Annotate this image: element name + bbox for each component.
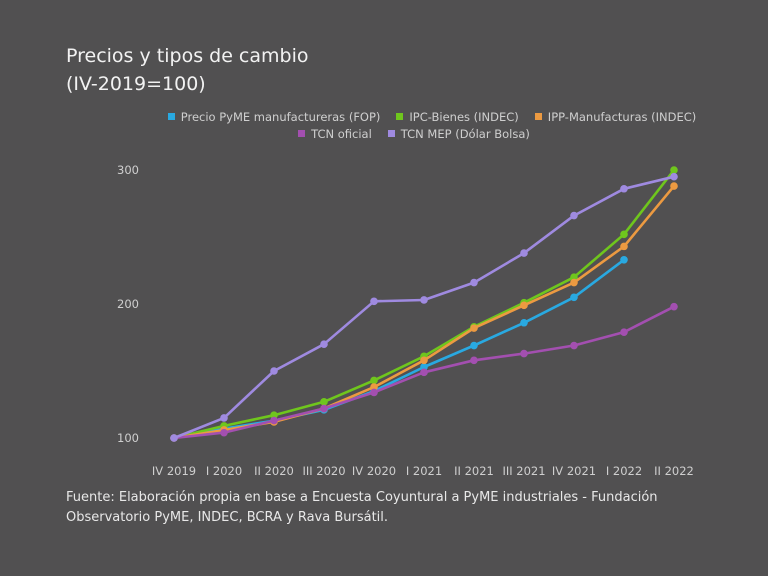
data-point-ipp-manufacturas-indec [620, 242, 628, 251]
data-point-tcn-mep-do-lar-bolsa [570, 211, 578, 220]
data-point-ipc-bienes-indec [320, 398, 328, 406]
legend: Precio PyME manufactureras (FOP) IPC-Bie… [0, 108, 768, 142]
data-point-tcn-mep-do-lar-bolsa [320, 340, 328, 349]
legend-item-ipp-manufacturas: IPP-Manufacturas (INDEC) [534, 109, 697, 124]
data-point-precio-pyme-manufactureras-fop [520, 318, 528, 327]
data-point-precio-pyme-manufactureras-fop [420, 363, 428, 371]
data-point-tcn-mep-do-lar-bolsa [520, 249, 528, 257]
data-point-tcn-mep-do-lar-bolsa [470, 278, 478, 287]
x-tick-label: I 2021 [406, 464, 442, 478]
data-point-ipc-bienes-indec [620, 230, 628, 239]
data-point-tcn-oficial [420, 368, 428, 377]
legend-item-tcn-oficial: TCN oficial [298, 127, 372, 141]
data-point-tcn-mep-do-lar-bolsa [670, 172, 678, 181]
x-tick-label: I 2022 [606, 464, 642, 478]
legend-label-precio-pyme: Precio PyME manufactureras (FOP) [180, 109, 381, 124]
legend-item-precio-pyme: Precio PyME manufactureras (FOP) [167, 109, 381, 124]
series-line-ipp-manufacturas-indec [173, 185, 676, 440]
data-point-ipp-manufacturas-indec [420, 356, 428, 365]
data-point-tcn-oficial [220, 428, 228, 437]
x-tick-label: III 2020 [302, 464, 345, 478]
y-tick-label: 200 [117, 297, 139, 311]
x-tick-label: III 2021 [502, 464, 545, 478]
legend-item-ipc-bienes: IPC-Bienes (INDEC) [396, 109, 519, 124]
legend-row-2: TCN oficial TCN MEP (Dólar Bolsa) [0, 125, 768, 142]
data-point-ipp-manufacturas-indec [370, 383, 378, 391]
data-point-ipp-manufacturas-indec [520, 301, 528, 310]
data-point-tcn-mep-do-lar-bolsa [170, 434, 178, 442]
chart-title: Precios y tipos de cambio (IV-2019=100) [66, 42, 308, 98]
legend-swatch-ipp-manufacturas [534, 113, 542, 120]
y-tick-label: 100 [117, 431, 139, 445]
data-point-ipc-bienes-indec [570, 273, 578, 282]
data-point-tcn-oficial [670, 302, 678, 311]
data-point-tcn-mep-do-lar-bolsa [220, 414, 228, 422]
data-point-tcn-oficial [570, 341, 578, 350]
data-point-tcn-mep-do-lar-bolsa [270, 367, 278, 375]
x-tick-label: II 2021 [454, 464, 494, 478]
legend-label-tcn-mep: TCN MEP (Dólar Bolsa) [400, 126, 530, 141]
data-point-precio-pyme-manufactureras-fop [470, 341, 478, 350]
legend-swatch-tcn-mep [387, 130, 395, 137]
x-tick-label: IV 2020 [352, 464, 396, 478]
legend-swatch-tcn-oficial [298, 130, 306, 137]
data-point-tcn-oficial [470, 356, 478, 365]
data-point-tcn-oficial [620, 328, 628, 336]
data-point-tcn-oficial [520, 349, 528, 358]
data-point-tcn-mep-do-lar-bolsa [370, 297, 378, 306]
legend-label-ipc-bienes: IPC-Bienes (INDEC) [409, 109, 519, 124]
x-tick-label: I 2020 [206, 464, 242, 478]
y-tick-label: 300 [117, 163, 139, 177]
x-tick-label: IV 2021 [552, 464, 596, 478]
data-point-ipp-manufacturas-indec [470, 324, 478, 332]
legend-label-ipp-manufacturas: IPP-Manufacturas (INDEC) [547, 109, 697, 124]
chart-title-line2: (IV-2019=100) [66, 73, 206, 95]
chart-title-line1: Precios y tipos de cambio [66, 45, 309, 67]
data-point-tcn-oficial [320, 404, 328, 413]
legend-label-tcn-oficial: TCN oficial [311, 126, 372, 141]
x-tick-label: II 2020 [254, 464, 294, 478]
data-point-precio-pyme-manufactureras-fop [620, 255, 628, 264]
source-note: Fuente: Elaboración propia en base a Enc… [66, 490, 658, 525]
x-tick-label: IV 2019 [152, 464, 196, 478]
data-point-ipp-manufacturas-indec [570, 278, 578, 287]
series-line-precio-pyme-manufactureras-fop [173, 258, 625, 440]
data-point-ipp-manufacturas-indec [670, 182, 678, 190]
legend-swatch-ipc-bienes [396, 113, 404, 120]
data-point-tcn-mep-do-lar-bolsa [620, 184, 628, 193]
series-line-tcn-mep-do-lar-bolsa [173, 175, 675, 440]
legend-swatch-precio-pyme [167, 113, 175, 120]
data-point-precio-pyme-manufactureras-fop [570, 293, 578, 302]
data-point-tcn-oficial [370, 388, 378, 397]
data-point-ipc-bienes-indec [370, 376, 378, 385]
data-point-tcn-mep-do-lar-bolsa [420, 296, 428, 304]
data-point-tcn-oficial [270, 416, 278, 425]
legend-item-tcn-mep: TCN MEP (Dólar Bolsa) [387, 126, 530, 141]
data-point-ipc-bienes-indec [270, 411, 278, 420]
data-point-ipc-bienes-indec [670, 166, 678, 174]
legend-row-1: Precio PyME manufactureras (FOP) IPC-Bie… [0, 108, 768, 125]
series-line-ipc-bienes-indec [173, 169, 676, 440]
x-tick-label: II 2022 [654, 464, 694, 478]
